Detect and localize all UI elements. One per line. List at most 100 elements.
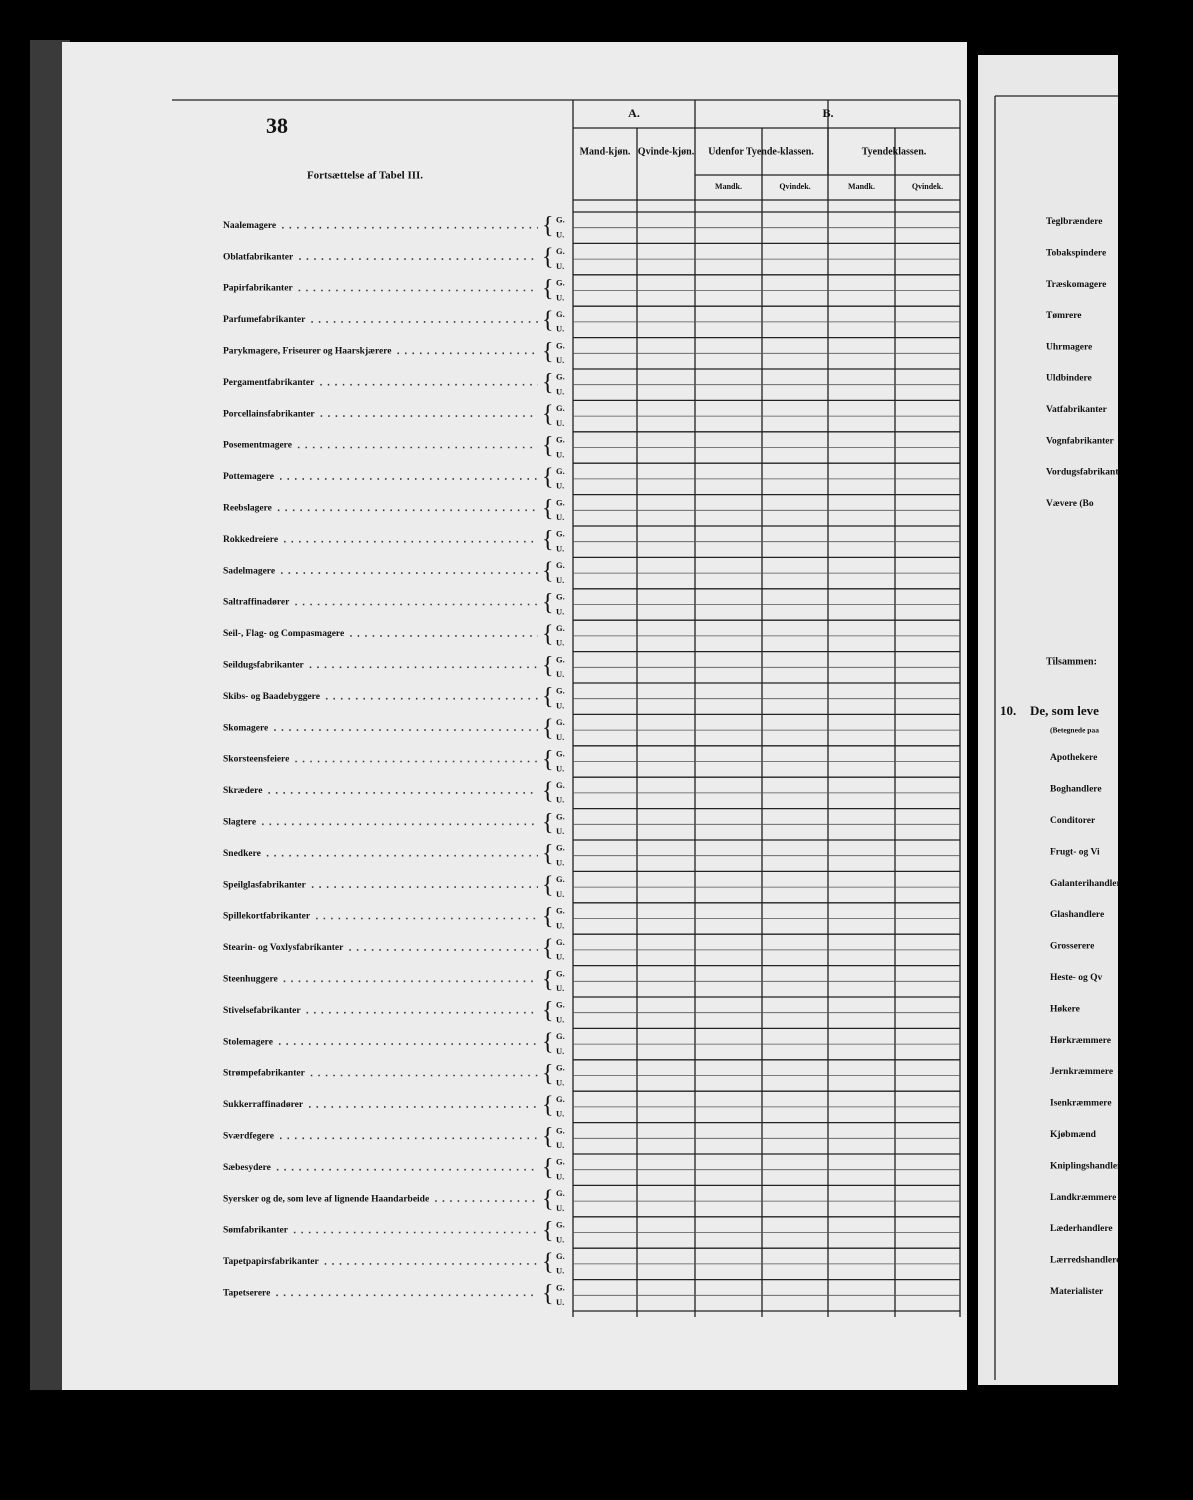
row-label: Kjøbmænd: [1050, 1130, 1097, 1140]
brace: {: [542, 496, 554, 522]
row-label: Sværdfegere: [223, 1131, 274, 1141]
marital-label: G.: [556, 309, 565, 319]
brace: {: [542, 810, 554, 836]
row-label: Skomagere: [223, 723, 268, 733]
row-label: Strømpefabrikanter: [223, 1069, 306, 1079]
marital-label: U.: [556, 1234, 564, 1244]
brace: {: [542, 527, 554, 553]
marital-label: U.: [556, 449, 564, 459]
row-label: Uhrmagere: [1046, 342, 1092, 352]
row-label: Stolemagere: [223, 1037, 273, 1047]
row-label: Tømrere: [1046, 311, 1082, 321]
brace: {: [542, 1155, 554, 1181]
row-label: Parykmagere, Friseurer og Haarskjærere: [223, 346, 392, 356]
brace: {: [542, 935, 554, 961]
marital-label: G.: [556, 1251, 565, 1261]
group-a: A.: [628, 106, 640, 120]
marital-label: U.: [556, 669, 564, 679]
brace: {: [542, 967, 554, 993]
brace: {: [542, 684, 554, 710]
row-label: Conditorer: [1050, 816, 1096, 826]
marital-label: G.: [556, 843, 565, 853]
row-label: Galanterihandlere: [1050, 879, 1125, 889]
row-label: De, som leve: [1030, 703, 1099, 718]
marital-label: G.: [556, 811, 565, 821]
marital-label: G.: [556, 215, 565, 225]
marital-label: U.: [556, 481, 564, 491]
row-label: Høkere: [1050, 1004, 1080, 1014]
row-label: Teglbrændere: [1046, 217, 1102, 227]
marital-label: U.: [556, 575, 564, 585]
brace: {: [542, 1249, 554, 1275]
marital-label: U.: [556, 1203, 564, 1213]
column-header: Mandk.: [848, 182, 875, 191]
marital-label: G.: [556, 1000, 565, 1010]
column-header: Qvinde-kjøn.: [638, 146, 695, 157]
marital-label: G.: [556, 654, 565, 664]
row-label: Naalemagere: [223, 221, 276, 231]
marital-label: G.: [556, 1157, 565, 1167]
column-header: Mandk.: [715, 182, 742, 191]
row-label: Materialister: [1050, 1287, 1104, 1297]
marital-label: U.: [556, 1109, 564, 1119]
brace: {: [542, 904, 554, 930]
brace: {: [542, 841, 554, 867]
row-label: Sukkerraffinadører: [223, 1100, 304, 1110]
brace: {: [542, 1061, 554, 1087]
brace: {: [542, 1218, 554, 1244]
marital-label: U.: [556, 826, 564, 836]
marital-label: G.: [556, 686, 565, 696]
row-label: Boghandlere: [1050, 785, 1102, 795]
brace: {: [542, 1092, 554, 1118]
column-header: Qvindek.: [912, 182, 943, 191]
title: Fortsættelse af Tabel III.: [307, 170, 423, 182]
row-label: Papirfabrikanter: [223, 284, 293, 294]
column-header: Mand-kjøn.: [580, 146, 631, 157]
marital-label: U.: [556, 701, 564, 711]
row-label: Tobakspindere: [1046, 248, 1106, 258]
brace: {: [542, 213, 554, 239]
marital-label: U.: [556, 1046, 564, 1056]
row-label: Seildugsfabrikanter: [223, 660, 305, 670]
marital-label: U.: [556, 1140, 564, 1150]
brace: {: [542, 370, 554, 396]
brace: {: [542, 1187, 554, 1213]
row-label: Træskomagere: [1046, 280, 1106, 290]
marital-label: U.: [556, 230, 564, 240]
brace: {: [542, 276, 554, 302]
marital-label: G.: [556, 874, 565, 884]
marital-label: U.: [556, 889, 564, 899]
row-label: Apothekere: [1050, 753, 1097, 763]
marital-label: G.: [556, 403, 565, 413]
row-label: Tapetpapirsfabrikanter: [223, 1257, 319, 1267]
marital-label: G.: [556, 246, 565, 256]
marital-label: U.: [556, 1297, 564, 1307]
column-group-header: Tyendeklassen.: [862, 146, 927, 157]
row-label: Skorsteensfeiere: [223, 755, 289, 765]
marital-label: G.: [556, 529, 565, 539]
marital-label: G.: [556, 497, 565, 507]
right-page: [978, 55, 1118, 1385]
marital-label: U.: [556, 418, 564, 428]
marital-label: U.: [556, 1172, 564, 1182]
row-label: Rokkedreiere: [223, 535, 278, 545]
marital-label: U.: [556, 952, 564, 962]
row-label: Oblatfabrikanter: [223, 252, 294, 262]
marital-label: G.: [556, 592, 565, 602]
row-label: Vognfabrikanter: [1046, 436, 1115, 446]
marital-label: U.: [556, 920, 564, 930]
row-label: Porcellainsfabrikanter: [223, 409, 315, 419]
brace: {: [542, 245, 554, 271]
row-label: Isenkræmmere: [1050, 1099, 1112, 1109]
marital-label: G.: [556, 1094, 565, 1104]
row-label: Jernkræmmere: [1050, 1067, 1113, 1077]
row-label: Syersker og de, som leve af lignende Haa…: [223, 1194, 429, 1204]
brace: {: [542, 1124, 554, 1150]
marital-label: U.: [556, 795, 564, 805]
row-label: Reebslagere: [223, 503, 272, 513]
marital-label: U.: [556, 324, 564, 334]
row-label: Grosserere: [1050, 942, 1094, 952]
row-label: Stivelsefabrikanter: [223, 1006, 301, 1016]
row-label: (Betegnede paa: [1050, 726, 1099, 735]
brace: {: [542, 307, 554, 333]
